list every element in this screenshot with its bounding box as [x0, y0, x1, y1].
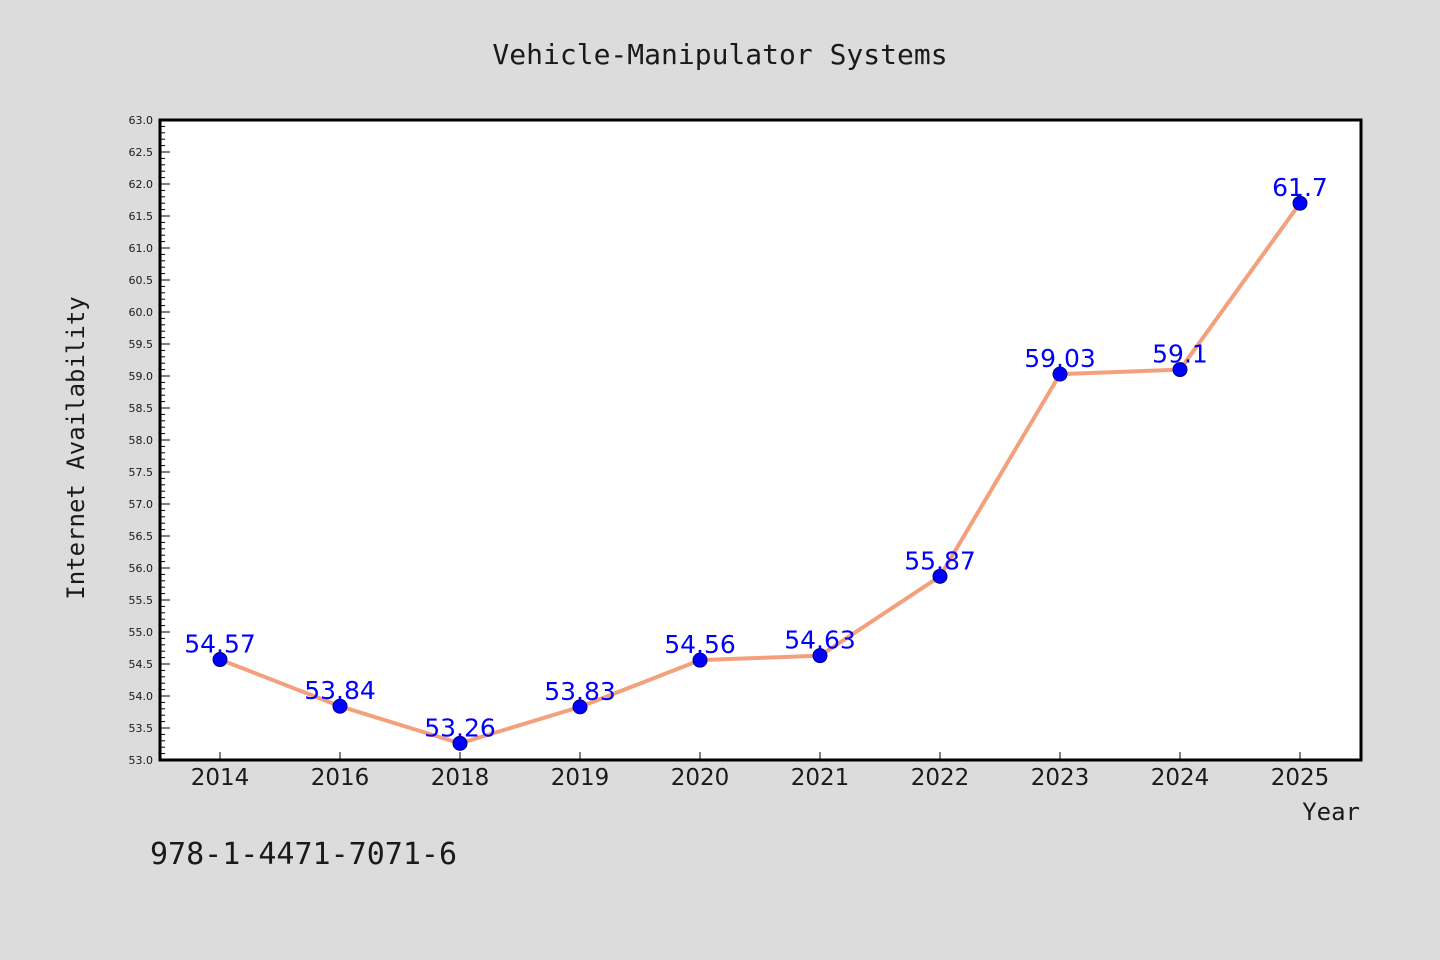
- plot-area: [158, 118, 1363, 762]
- data-point-marker: [932, 568, 948, 584]
- x-tick-label: 2016: [311, 765, 370, 791]
- data-point-marker: [812, 648, 828, 664]
- x-tick-label: 2019: [551, 765, 610, 791]
- data-point-marker: [1292, 195, 1308, 211]
- y-tick-label: 61.5: [129, 210, 154, 223]
- data-point-marker: [1172, 362, 1188, 378]
- data-point-marker: [212, 652, 228, 668]
- y-tick-label: 57.0: [129, 498, 154, 511]
- series-line: [218, 201, 1302, 746]
- y-tick-label: 61.0: [129, 242, 154, 255]
- data-label: 54.56: [664, 630, 736, 659]
- x-axis-title: Year: [1302, 798, 1360, 826]
- y-axis: 53.0 53.5 54.0 54.5 55.0 55.5 56.0 56.5 57.0 57.5…: [129, 114, 170, 767]
- data-label: 61.7: [1272, 173, 1328, 202]
- data-label: 53.26: [424, 713, 496, 742]
- data-label: 54.63: [784, 626, 856, 655]
- y-tick-label: 58.0: [129, 434, 154, 447]
- y-tick-label: 55.5: [129, 594, 154, 607]
- data-point-marker: [452, 735, 468, 751]
- y-tick-label: 53.5: [129, 722, 154, 735]
- series-line-group: [218, 201, 1302, 746]
- data-label: 59.1: [1152, 340, 1208, 369]
- data-label: 55.87: [904, 546, 976, 575]
- y-tick-label: 55.0: [129, 626, 154, 639]
- y-axis-title: Internet Availability: [62, 296, 90, 599]
- x-tick-label: 2022: [911, 765, 970, 791]
- data-label: 59.03: [1024, 344, 1096, 373]
- x-tick-label: 2021: [791, 765, 850, 791]
- x-tick-label: 2018: [431, 765, 490, 791]
- data-label: 53.84: [304, 676, 376, 705]
- y-tick-label: 59.5: [129, 338, 154, 351]
- chart-title: Vehicle-Manipulator Systems: [492, 38, 947, 71]
- y-tick-label: 57.5: [129, 466, 154, 479]
- data-point-marker: [572, 699, 588, 715]
- y-tick-label: 59.0: [129, 370, 154, 383]
- x-tick-label: 2025: [1271, 765, 1330, 791]
- y-tick-label: 60.5: [129, 274, 154, 287]
- y-tick-label: 62.0: [129, 178, 154, 191]
- markers-group: [212, 195, 1308, 751]
- y-tick-label: 56.5: [129, 530, 154, 543]
- data-point-marker: [692, 652, 708, 668]
- data-label: 54.57: [184, 630, 256, 659]
- footer-text: 978-1-4471-7071-6: [150, 837, 457, 872]
- x-tick-label: 2020: [671, 765, 730, 791]
- x-tick-label: 2024: [1151, 765, 1210, 791]
- y-tick-label: 60.0: [129, 306, 154, 319]
- y-tick-label: 58.5: [129, 402, 154, 415]
- y-tick-label: 62.5: [129, 146, 154, 159]
- data-labels-group: 54.57 53.84 53.26 53.83 54.56 54.63 55.87 59.03…: [184, 173, 1328, 742]
- data-point-marker: [332, 698, 348, 714]
- x-tick-label: 2023: [1031, 765, 1090, 791]
- x-axis: 2014 2016 2018 2019 2020 2021 2022 2023 2024 2025: [191, 752, 1330, 791]
- y-tick-label: 63.0: [129, 114, 154, 127]
- x-tick-label: 2014: [191, 765, 250, 791]
- y-tick-label: 56.0: [129, 562, 154, 575]
- data-label: 53.83: [544, 677, 616, 706]
- data-point-marker: [1052, 366, 1068, 382]
- y-tick-label: 54.5: [129, 658, 154, 671]
- y-tick-label: 53.0: [129, 754, 154, 767]
- y-tick-label: 54.0: [129, 690, 154, 703]
